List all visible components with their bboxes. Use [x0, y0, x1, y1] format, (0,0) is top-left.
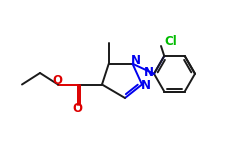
Text: N: N: [141, 79, 151, 92]
Text: Cl: Cl: [164, 35, 177, 48]
Text: N: N: [130, 54, 140, 67]
Text: O: O: [52, 74, 62, 87]
Text: O: O: [72, 102, 82, 115]
Text: N: N: [144, 66, 154, 79]
